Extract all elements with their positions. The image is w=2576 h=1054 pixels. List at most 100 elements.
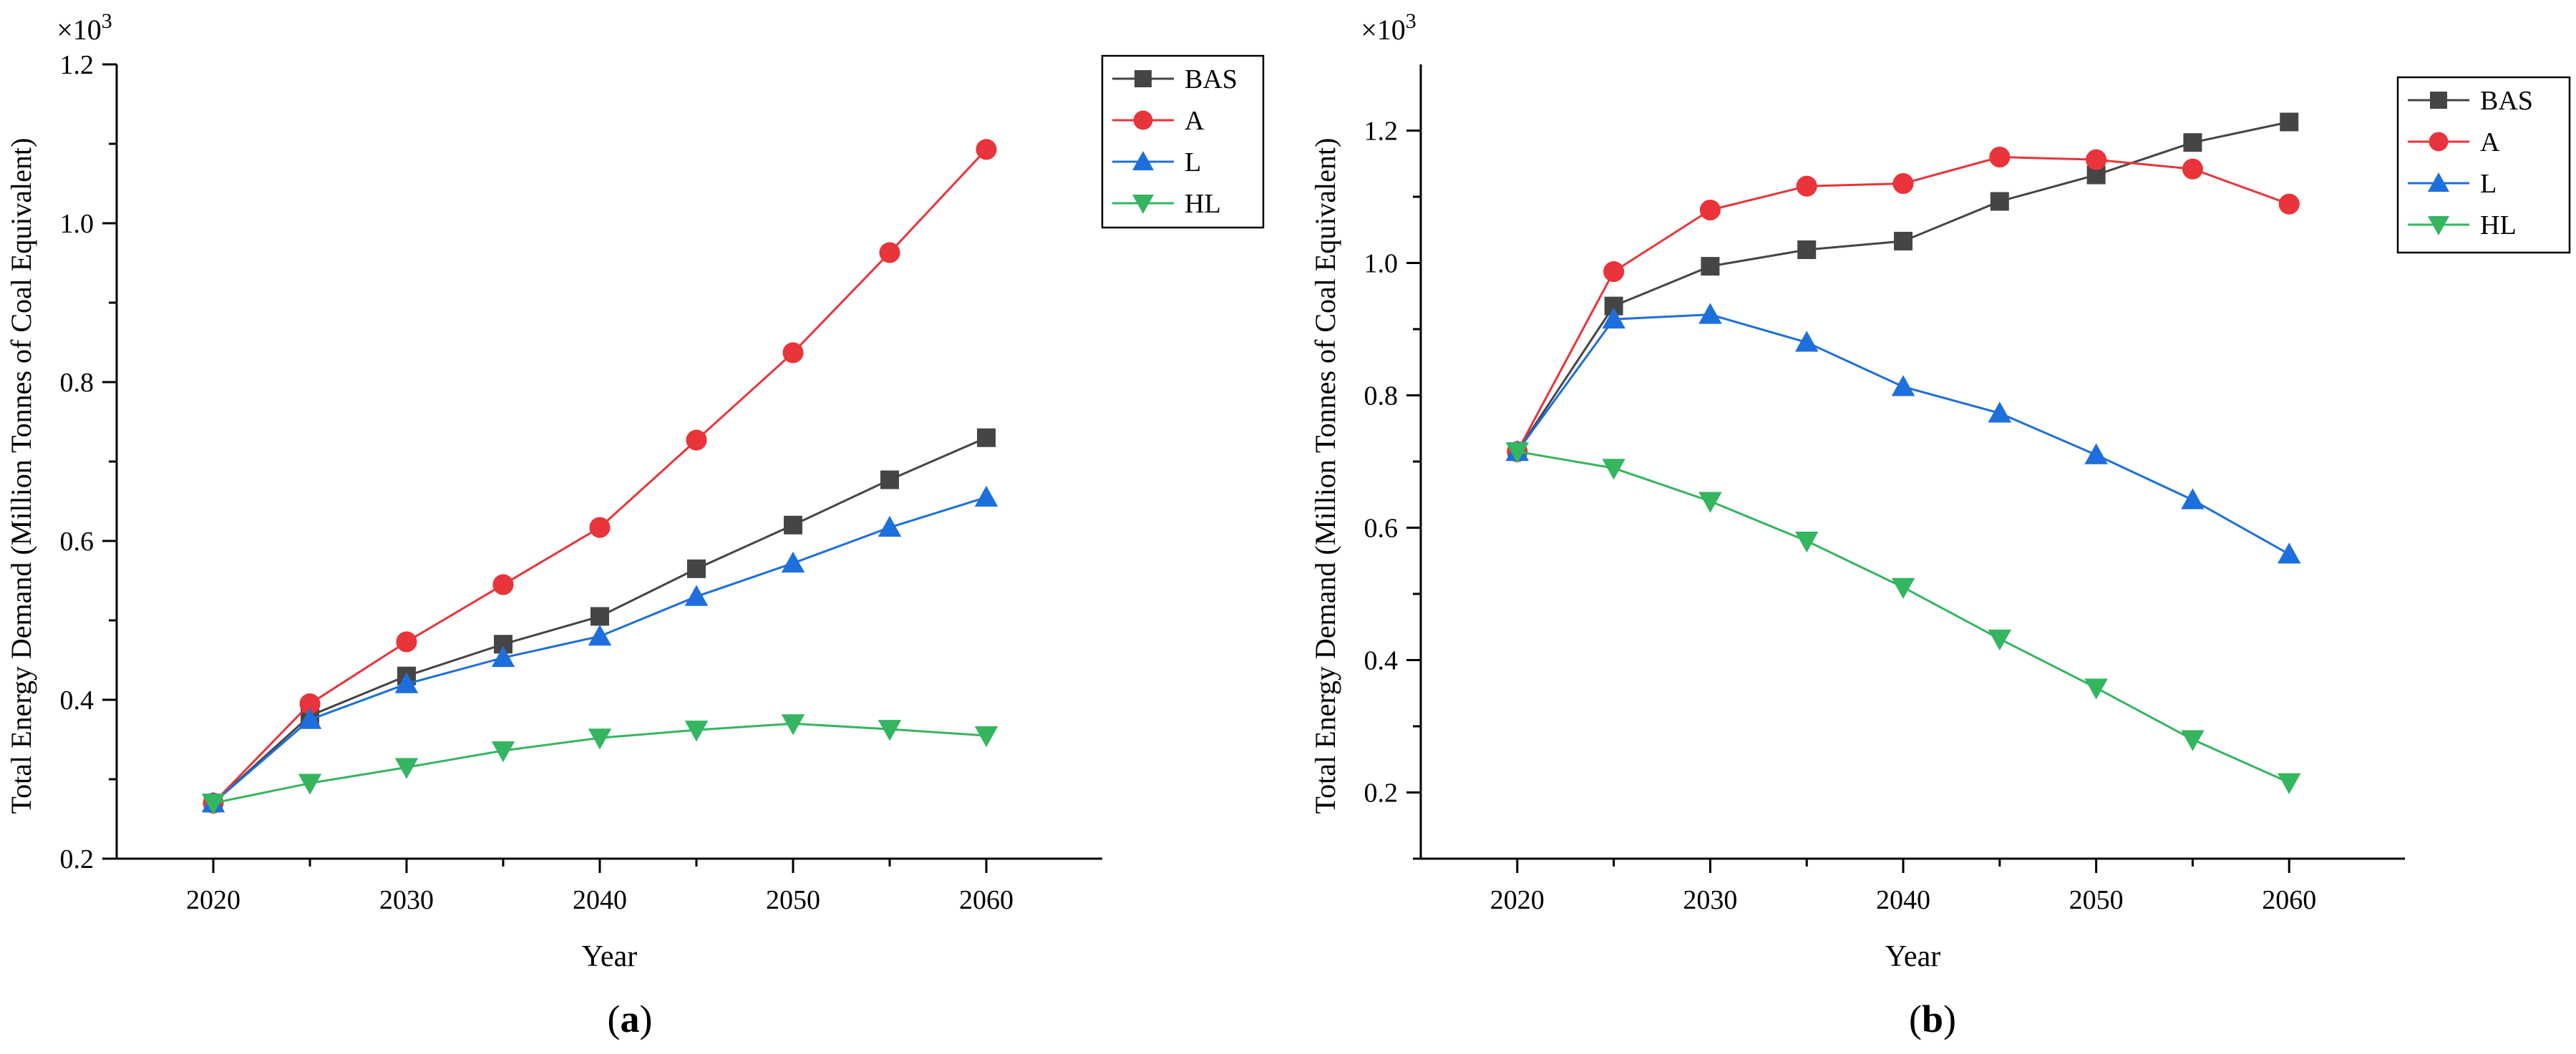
data-point-a [879,242,900,263]
x-tick-label: 2020 [1490,885,1545,915]
series-line-l [1516,313,2290,555]
data-point-a [1892,172,1914,195]
x-tick-label: 2060 [959,885,1014,915]
data-point-bas [2280,112,2299,132]
data-point-a [1603,260,1625,283]
data-point-bas [687,559,706,578]
y-tick-label: 1.0 [60,209,94,239]
data-point-l [1698,303,1722,324]
legend-label-bas: BAS [2480,86,2533,116]
legend-marker-a [1133,110,1153,130]
series-bas [204,428,996,813]
legend-marker-hl [1132,195,1154,214]
y-axis-label: Total Energy Demand (Million Tonnes of C… [1309,138,1341,814]
y-tick-label: 0.2 [1364,779,1399,809]
y-axis-multiplier-exponent: 3 [1406,9,1416,33]
data-point-l [588,624,612,646]
y-tick-label: 0.4 [60,685,94,716]
data-point-a [492,574,514,595]
y-axis-multiplier-base: ×10 [1361,14,1406,46]
data-point-hl [394,758,419,779]
data-point-hl [974,726,998,748]
data-point-hl [1988,629,2012,651]
y-axis-multiplier: ×103 [1361,9,1416,46]
data-point-hl [588,728,612,750]
x-tick-label: 2050 [766,885,820,915]
panel-label-close: ) [1943,997,1956,1040]
data-point-hl [878,720,902,741]
data-point-l [974,485,998,507]
y-tick-label: 0.4 [1364,646,1399,676]
legend-marker-bas [1134,70,1152,87]
panel-label: (a) [608,997,653,1040]
data-point-a [976,139,997,160]
data-point-a [782,342,804,363]
data-point-l [2181,488,2205,509]
data-point-hl [2084,678,2108,700]
chart-panel-b: 2020 2030 2040 2050 2060 0.2 0.4 0.6 0.8 1.0 1.2 ×1… [1309,9,2571,1040]
series-l [1505,303,2301,564]
data-point-a [299,693,321,715]
data-point-bas [1797,240,1817,259]
panel-label: (b) [1909,997,1956,1040]
data-point-hl [1794,532,1819,553]
data-point-hl [201,794,225,815]
data-point-l [1988,401,2012,423]
data-point-bas [784,515,802,535]
legend-marker-l [2428,172,2449,192]
series-line-l [213,496,987,804]
y-tick-label: 1.2 [60,50,94,80]
series-line-hl [1517,450,2290,784]
data-point-l [2277,542,2301,564]
legend-label-a: A [1185,106,1205,136]
x-axis-label: Year [582,940,637,973]
data-point-l [1602,307,1625,329]
data-point-a [1796,175,1817,197]
series-bas [1507,112,2299,462]
data-point-hl [1602,459,1625,480]
data-point-l [1794,331,1819,352]
data-point-a [2086,149,2107,170]
data-point-bas [2183,133,2202,152]
data-point-hl [684,721,709,742]
data-point-bas [1990,192,2009,211]
data-point-hl [1891,577,1915,599]
panel-label-open: ( [1909,997,1922,1040]
legend-label-l: L [1185,147,1201,177]
y-tick-label: 0.8 [60,368,94,398]
x-tick-label: 2030 [379,885,434,915]
y-tick-label: 0.2 [60,844,94,874]
data-point-l [394,672,419,693]
legend-marker-bas [2430,92,2447,109]
series-line-bas [1516,121,2290,452]
legend-label-a: A [2480,127,2500,157]
data-point-a [1989,146,2011,168]
data-point-bas [880,470,899,489]
series-a [203,139,997,814]
data-point-a [2278,193,2300,215]
data-point-l [2084,443,2108,464]
series-hl [201,714,998,815]
x-axis-label: Year [1885,940,1940,973]
series-line-a [212,148,988,804]
data-point-hl [491,741,515,763]
legend-label-bas: BAS [1185,64,1238,94]
data-point-hl [2181,730,2205,751]
data-point-hl [1698,492,1722,513]
chart-panel-a: 2020 2030 2040 2050 2060 0.2 0.4 0.6 0.8 1.0 1.2 ×1… [5,9,1265,1040]
data-point-hl [298,774,322,795]
x-tick-label: 2050 [2069,885,2124,915]
data-point-a [396,631,417,653]
legend-label-hl: HL [1185,189,1221,219]
y-axis-multiplier: ×103 [57,9,112,46]
data-point-bas [1701,257,1720,276]
series-l [201,485,998,813]
data-point-l [298,708,322,729]
legend: BAS AL HL [1101,54,1265,229]
y-tick-label: 0.6 [60,527,94,557]
panel-label-letter: a [621,997,640,1040]
y-tick-label: 1.2 [1364,117,1399,147]
y-tick-label: 0.6 [1364,514,1399,544]
data-point-l [684,585,709,606]
